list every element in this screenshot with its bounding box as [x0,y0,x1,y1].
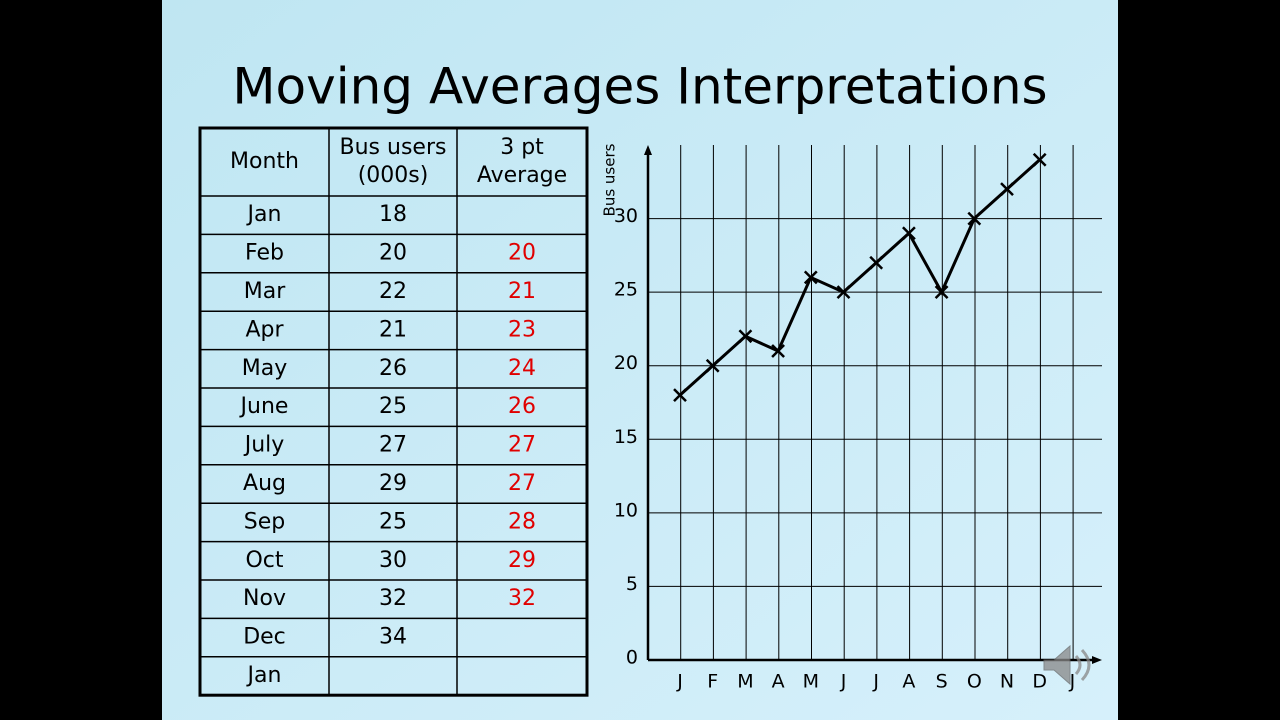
data-marker [1000,182,1014,197]
data-marker [771,344,785,358]
data-marker [869,255,884,270]
x-tick-label: M [803,671,819,693]
table-cell: 21 [379,317,407,342]
data-marker [1032,152,1047,167]
data-marker [902,226,916,241]
x-tick-label: S [936,671,948,693]
data-marker [967,211,982,226]
table-cell: Nov [243,586,286,611]
table-cell: 32 [379,586,407,611]
table-cell: 28 [508,509,536,534]
table-cell: 23 [508,317,536,342]
table-cell: 27 [508,471,536,496]
table-cell: 24 [508,356,536,381]
table-header: 3 pt Average [477,135,567,188]
x-tick-label: F [707,671,718,693]
table-header: Bus users (000s) [340,135,447,188]
table-cell: Oct [245,548,283,573]
y-axis-label: Bus users [601,143,619,216]
y-tick-label: 10 [614,499,638,521]
x-tick-label: M [737,671,753,693]
data-marker [803,270,818,285]
slide-background [162,0,1118,720]
data-marker [836,285,851,300]
slide-title: Moving Averages Interpretations [232,58,1047,116]
table-cell: June [239,394,289,419]
table-cell: May [242,356,287,381]
table-cell: 18 [379,202,407,227]
x-tick-label: J [872,671,879,693]
table-cell: 21 [508,279,536,304]
x-tick-label: J [1069,671,1076,693]
y-tick-label: 30 [614,205,638,227]
table-cell: Apr [245,317,284,342]
table-cell: 27 [508,433,536,458]
data-marker [934,285,949,300]
x-tick-label: A [772,671,785,693]
table-cell: 27 [379,433,407,458]
table-cell: 29 [379,471,407,496]
y-tick-label: 15 [614,426,638,448]
y-tick-label: 0 [626,647,638,669]
table-cell: Sep [244,509,285,534]
table-frame [198,126,589,697]
data-marker [738,329,753,344]
table-cell: 20 [379,241,407,266]
x-tick-label: J [840,671,847,693]
table-cell: 26 [379,356,407,381]
y-axis-arrow [644,145,652,155]
y-tick-label: 20 [614,352,638,374]
speaker-icon[interactable] [1043,644,1091,686]
x-tick-label: D [1032,671,1047,693]
data-marker [705,358,720,373]
y-tick-label: 5 [626,573,638,595]
table-cell: Aug [243,471,286,496]
table-cell: July [243,433,285,458]
x-tick-label: J [676,671,683,693]
x-tick-label: O [967,671,982,693]
table-cell: 32 [508,586,536,611]
table-cell: Feb [245,241,284,266]
table-cell: 26 [508,394,536,419]
x-axis-arrow [1092,656,1102,664]
x-tick-label: N [1000,671,1014,693]
table-cell: 29 [508,548,536,573]
table-cell: Jan [246,663,282,688]
table-cell: 25 [379,509,407,534]
table-cell: 34 [379,625,407,650]
table-cell: Mar [244,279,286,304]
table-cell: Jan [246,202,282,227]
x-tick-label: A [902,671,915,693]
table-cell: 30 [379,548,407,573]
table-header: Month [230,149,299,174]
table-cell: 25 [379,394,407,419]
table-cell: 22 [379,279,407,304]
data-marker [673,388,687,403]
y-tick-label: 25 [614,279,638,301]
table-cell: 20 [508,241,536,266]
table-cell: Dec [243,625,286,650]
